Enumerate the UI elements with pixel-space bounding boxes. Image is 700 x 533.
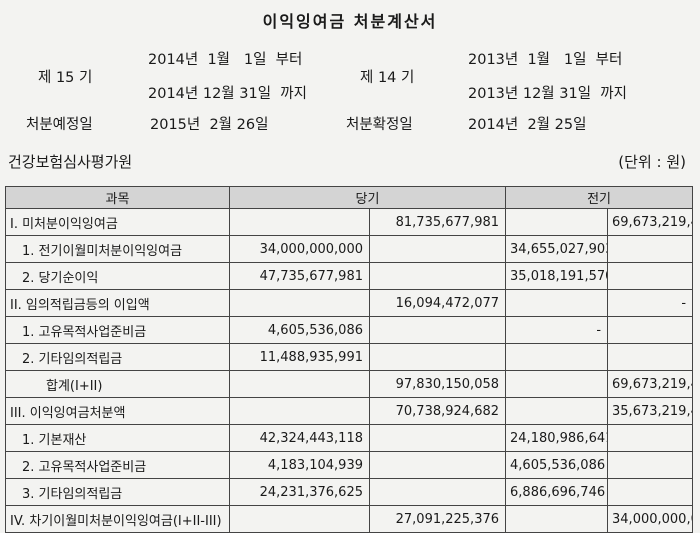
planned-date-label: 처분예정일 bbox=[26, 117, 93, 133]
prior-detail-amount: 6,886,696,746 bbox=[505, 478, 609, 506]
prior-total-amount bbox=[607, 424, 694, 452]
current-detail-amount bbox=[229, 397, 370, 425]
prior-to-date: 2013년 12월 31일 까지 bbox=[468, 86, 627, 102]
row-label: 1. 전기이월미처분이익잉여금 bbox=[5, 235, 230, 263]
column-header-current: 당기 bbox=[228, 186, 507, 209]
prior-detail-amount: 35,018,191,570 bbox=[505, 262, 609, 290]
current-detail-amount: 34,000,000,000 bbox=[229, 235, 370, 263]
table-row: III. 이익잉여금처분액 70,738,924,682 35,673,219,47… bbox=[5, 397, 694, 425]
prior-from-date: 2013년 1월 1일 부터 bbox=[468, 52, 623, 68]
financial-statement-table: 과목 당기 전기 I. 미처분이익잉여금 81,735,677,981 69,673… bbox=[5, 186, 694, 533]
current-detail-amount bbox=[229, 208, 370, 236]
column-header-prior: 전기 bbox=[505, 186, 694, 209]
table-row: 1. 기본재산 42,324,443,118 24,180,986,641 bbox=[5, 424, 694, 452]
row-label: 2. 고유목적사업준비금 bbox=[5, 451, 230, 479]
current-detail-amount bbox=[229, 505, 370, 533]
prior-total-amount: 69,673,219,473 bbox=[607, 208, 694, 236]
table-row: IV. 차기이월미처분이익잉여금(I+II-III) 27,091,225,376… bbox=[5, 505, 694, 533]
prior-detail-amount bbox=[505, 208, 609, 236]
row-label: II. 임의적립금등의 이입액 bbox=[5, 289, 230, 317]
current-total-amount bbox=[368, 451, 507, 479]
prior-period-label: 제 14 기 bbox=[360, 70, 415, 86]
table-row: 2. 기타임의적립금 11,488,935,991 bbox=[5, 343, 694, 371]
current-period-label: 제 15 기 bbox=[38, 70, 93, 86]
table-row: 2. 당기순이익 47,735,677,981 35,018,191,570 bbox=[5, 262, 694, 290]
row-label: 1. 고유목적사업준비금 bbox=[5, 316, 230, 344]
prior-detail-amount bbox=[505, 505, 609, 533]
prior-total-amount bbox=[607, 316, 694, 344]
current-detail-amount: 4,183,104,939 bbox=[229, 451, 370, 479]
current-from-date: 2014년 1월 1일 부터 bbox=[148, 52, 303, 68]
prior-total-amount: 34,000,000,000 bbox=[607, 505, 694, 533]
prior-detail-amount: 24,180,986,641 bbox=[505, 424, 609, 452]
current-to-date: 2014년 12월 31일 까지 bbox=[148, 86, 307, 102]
current-detail-amount: 24,231,376,625 bbox=[229, 478, 370, 506]
prior-total-amount bbox=[607, 235, 694, 263]
current-detail-amount: 47,735,677,981 bbox=[229, 262, 370, 290]
prior-detail-amount bbox=[505, 289, 609, 317]
prior-detail-amount: 4,605,536,086 bbox=[505, 451, 609, 479]
current-total-amount: 70,738,924,682 bbox=[368, 397, 507, 425]
current-detail-amount: 11,488,935,991 bbox=[229, 343, 370, 371]
current-detail-amount: 42,324,443,118 bbox=[229, 424, 370, 452]
current-total-amount: 81,735,677,981 bbox=[368, 208, 507, 236]
row-label: 3. 기타임의적립금 bbox=[5, 478, 230, 506]
current-total-amount bbox=[368, 343, 507, 371]
current-total-amount: 27,091,225,376 bbox=[368, 505, 507, 533]
current-total-amount bbox=[368, 424, 507, 452]
prior-total-amount: 35,673,219,473 bbox=[607, 397, 694, 425]
prior-total-amount bbox=[607, 478, 694, 506]
row-label: 합계(I+II) bbox=[5, 370, 230, 398]
confirmed-date: 2014년 2월 25일 bbox=[468, 117, 587, 133]
current-total-amount: 16,094,472,077 bbox=[368, 289, 507, 317]
row-label: I. 미처분이익잉여금 bbox=[5, 208, 230, 236]
current-total-amount bbox=[368, 316, 507, 344]
prior-total-amount: - bbox=[607, 289, 694, 317]
table-row: 2. 고유목적사업준비금 4,183,104,939 4,605,536,086 bbox=[5, 451, 694, 479]
table-row: 1. 전기이월미처분이익잉여금 34,000,000,000 34,655,027,… bbox=[5, 235, 694, 263]
document-title: 이익잉여금 처분계산서 bbox=[262, 12, 438, 31]
column-header-item: 과목 bbox=[5, 186, 230, 209]
organization-name: 건강보험심사평가원 bbox=[8, 153, 133, 171]
table-row: 합계(I+II) 97,830,150,058 69,673,219,473 bbox=[5, 370, 694, 398]
prior-total-amount bbox=[607, 451, 694, 479]
planned-date: 2015년 2월 26일 bbox=[150, 117, 269, 133]
current-detail-amount bbox=[229, 289, 370, 317]
current-detail-amount: 4,605,536,086 bbox=[229, 316, 370, 344]
current-total-amount: 97,830,150,058 bbox=[368, 370, 507, 398]
row-label: 2. 기타임의적립금 bbox=[5, 343, 230, 371]
prior-detail-amount: - bbox=[505, 316, 609, 344]
table-row: I. 미처분이익잉여금 81,735,677,981 69,673,219,473 bbox=[5, 208, 694, 236]
prior-total-amount bbox=[607, 343, 694, 371]
prior-detail-amount bbox=[505, 397, 609, 425]
current-detail-amount bbox=[229, 370, 370, 398]
row-label: 1. 기본재산 bbox=[5, 424, 230, 452]
prior-detail-amount bbox=[505, 370, 609, 398]
table-row: 1. 고유목적사업준비금 4,605,536,086 - bbox=[5, 316, 694, 344]
confirmed-date-label: 처분확정일 bbox=[346, 117, 413, 133]
prior-total-amount: 69,673,219,473 bbox=[607, 370, 694, 398]
prior-detail-amount: 34,655,027,903 bbox=[505, 235, 609, 263]
table-row: 3. 기타임의적립금 24,231,376,625 6,886,696,746 bbox=[5, 478, 694, 506]
row-label: 2. 당기순이익 bbox=[5, 262, 230, 290]
current-total-amount bbox=[368, 478, 507, 506]
table-row: II. 임의적립금등의 이입액 16,094,472,077 - bbox=[5, 289, 694, 317]
current-total-amount bbox=[368, 235, 507, 263]
unit-label: (단위 : 원) bbox=[618, 153, 686, 171]
current-total-amount bbox=[368, 262, 507, 290]
prior-detail-amount bbox=[505, 343, 609, 371]
prior-total-amount bbox=[607, 262, 694, 290]
table-header-row: 과목 당기 전기 bbox=[5, 186, 694, 209]
row-label: IV. 차기이월미처분이익잉여금(I+II-III) bbox=[5, 505, 230, 533]
row-label: III. 이익잉여금처분액 bbox=[5, 397, 230, 425]
